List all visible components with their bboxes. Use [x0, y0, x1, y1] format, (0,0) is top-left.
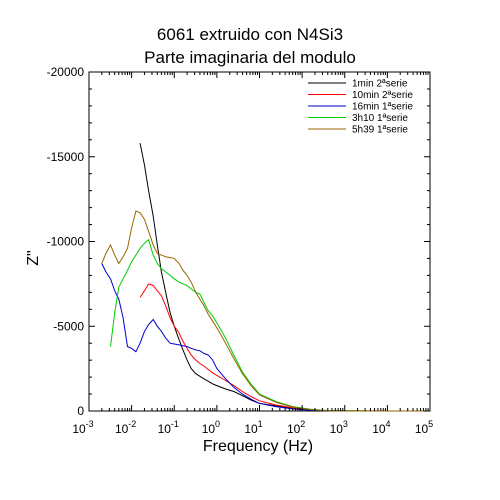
y-tick-label: -5000	[53, 319, 84, 333]
y-tick-label: -15000	[47, 150, 85, 164]
series-line-1	[139, 143, 430, 412]
x-tick-label: 10-2	[115, 419, 136, 436]
legend-label-1: 1min 2ªserie	[352, 79, 408, 90]
legend-label-2: 10min 2ªserie	[352, 90, 413, 101]
chart-title-line-1: 6061 extruido con N4Si3	[157, 25, 343, 44]
legend-label-5: 5h39 1ªserie	[352, 125, 408, 136]
x-tick-label: 103	[330, 419, 348, 436]
y-tick-label: -10000	[47, 235, 85, 249]
x-tick-label: 105	[415, 419, 433, 436]
x-tick-label: 100	[202, 419, 220, 436]
x-tick-label: 104	[372, 419, 390, 436]
series-line-2	[139, 283, 430, 412]
x-axis-label: Frequency (Hz)	[203, 438, 313, 455]
x-tick-label: 101	[244, 419, 262, 436]
legend-label-4: 3h10 1ªserie	[352, 113, 408, 124]
x-tick-label: 102	[287, 419, 305, 436]
y-tick-label: -20000	[47, 65, 85, 79]
series-line-4	[110, 238, 430, 412]
legend-label-3: 16min 1ªserie	[352, 102, 413, 113]
y-tick-label: 0	[77, 404, 84, 418]
x-tick-label: 10-1	[158, 419, 179, 436]
x-tick-label: 10-3	[72, 419, 93, 436]
series-line-5	[101, 210, 430, 412]
series-line-3	[101, 263, 430, 412]
chart-title-line-2: Parte imaginaria del modulo	[144, 48, 356, 67]
series-layer	[101, 143, 430, 412]
ticks-layer: 10-3 10-2 10-1 100 101 102 103 104 105 -20000 -150…	[47, 65, 434, 436]
y-axis-label: Z"	[25, 250, 42, 265]
